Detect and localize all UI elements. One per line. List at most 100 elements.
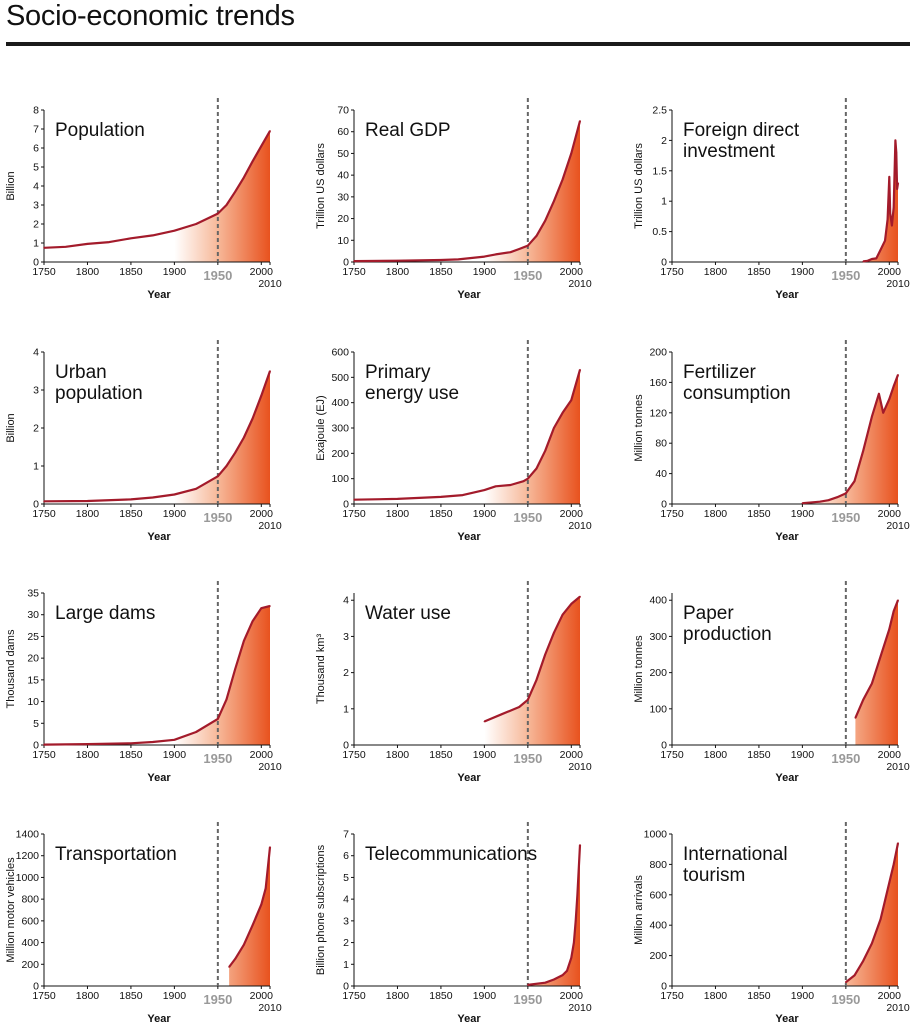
data-point (862, 960, 864, 962)
x-tick-label: 1750 (342, 266, 366, 278)
x-tick-label: 1800 (76, 266, 100, 278)
data-point (836, 496, 838, 499)
y-tick-label: 3 (343, 631, 349, 643)
x-tick-label: 1800 (76, 990, 100, 1002)
x-tick-label: 1900 (473, 508, 497, 520)
x-tick-label: 1900 (163, 508, 187, 520)
y-tick-label: 800 (649, 859, 667, 871)
x-end-label: 2010 (886, 278, 910, 290)
data-point (217, 475, 219, 478)
data-point (888, 628, 891, 630)
y-tick-label: 400 (649, 920, 667, 932)
x-tick-label: 1850 (119, 508, 143, 520)
y-axis-title: Million arrivals (633, 875, 645, 945)
data-point (509, 251, 512, 253)
data-point (396, 259, 399, 262)
area-fill (44, 371, 270, 504)
data-point (518, 248, 520, 250)
y-tick-label: 1 (33, 238, 39, 250)
data-point (897, 182, 899, 184)
data-point (570, 957, 573, 959)
x-tick-label: 2000 (560, 990, 584, 1002)
y-tick-label: 1000 (644, 829, 668, 841)
data-point (461, 494, 464, 496)
data-point (845, 492, 847, 495)
panel-title: energy use (365, 383, 459, 404)
data-point (494, 253, 497, 256)
data-point (173, 493, 176, 496)
x-tick-label: 1850 (429, 990, 453, 1002)
x-axis-title: Year (775, 1013, 799, 1024)
x-axis-title: Year (147, 531, 171, 543)
data-point (457, 258, 460, 261)
y-tick-label: 300 (331, 423, 349, 435)
data-point (535, 467, 538, 470)
y-tick-label: 200 (21, 959, 39, 971)
x-end-label: 2010 (568, 278, 592, 290)
y-tick-label: 6 (343, 850, 349, 862)
data-point (251, 417, 254, 420)
data-point (553, 978, 555, 981)
y-tick-label: 35 (27, 588, 39, 600)
data-point (544, 981, 546, 984)
data-point (573, 941, 575, 944)
data-point (897, 842, 899, 844)
data-point (483, 489, 486, 491)
data-point (895, 151, 898, 154)
y-axis-title: Billion (5, 413, 17, 442)
x-tick-label: 1750 (342, 508, 366, 520)
data-point (440, 496, 442, 498)
x-tick-label: 1900 (473, 990, 497, 1002)
data-point (871, 682, 873, 685)
panel-title: Large dams (55, 603, 155, 624)
data-point (260, 903, 263, 906)
x-end-label: 2010 (258, 1002, 282, 1014)
data-point (522, 480, 525, 483)
y-axis-title: Billion (5, 171, 17, 200)
y-tick-label: 120 (649, 407, 667, 419)
y-tick-label: 160 (649, 377, 667, 389)
x-tick-label: 1800 (76, 749, 100, 761)
data-point (269, 370, 271, 372)
data-point (897, 599, 899, 601)
data-point (108, 241, 110, 243)
x-tick-label: 2000 (250, 508, 274, 520)
data-point (251, 620, 254, 622)
x-tick-label: 1850 (429, 749, 453, 761)
y-axis-title: Thousand dams (5, 629, 17, 708)
panel-title: investment (683, 141, 776, 162)
x-tick-label: 1850 (747, 508, 771, 520)
y-tick-label: 5 (33, 162, 39, 174)
x-axis-title: Year (457, 1013, 481, 1024)
area-fill (354, 120, 580, 263)
y-tick-label: 0 (33, 257, 39, 269)
data-point (561, 613, 564, 616)
x-tick-label: 1800 (386, 990, 410, 1002)
data-point (243, 640, 245, 642)
y-tick-label: 3 (33, 200, 39, 212)
data-point (43, 247, 45, 249)
y-tick-label: 25 (27, 631, 39, 643)
data-point (827, 499, 830, 502)
area-fill (44, 606, 270, 745)
data-point (879, 249, 882, 251)
x-axis-title: Year (775, 289, 799, 301)
data-point (483, 720, 486, 723)
data-point (440, 259, 442, 261)
x-tick-label: 1850 (119, 990, 143, 1002)
y-tick-label: 6 (33, 143, 39, 155)
panel-title: Urban (55, 362, 107, 383)
data-point (243, 176, 245, 179)
y-tick-label: 15 (27, 674, 39, 686)
y-tick-label: 0 (343, 257, 349, 269)
data-point (243, 436, 245, 439)
data-point (195, 731, 197, 733)
panel-title: Primary (365, 362, 431, 383)
chart-panel-10: 0 200 400 600 800 1000 1200 1400 1750 1800 1850 190… (5, 822, 282, 1024)
y-tick-label: 400 (649, 595, 667, 607)
data-point (553, 200, 555, 202)
data-point (86, 500, 89, 502)
data-point (853, 974, 856, 977)
y-tick-label: 0 (33, 740, 39, 752)
